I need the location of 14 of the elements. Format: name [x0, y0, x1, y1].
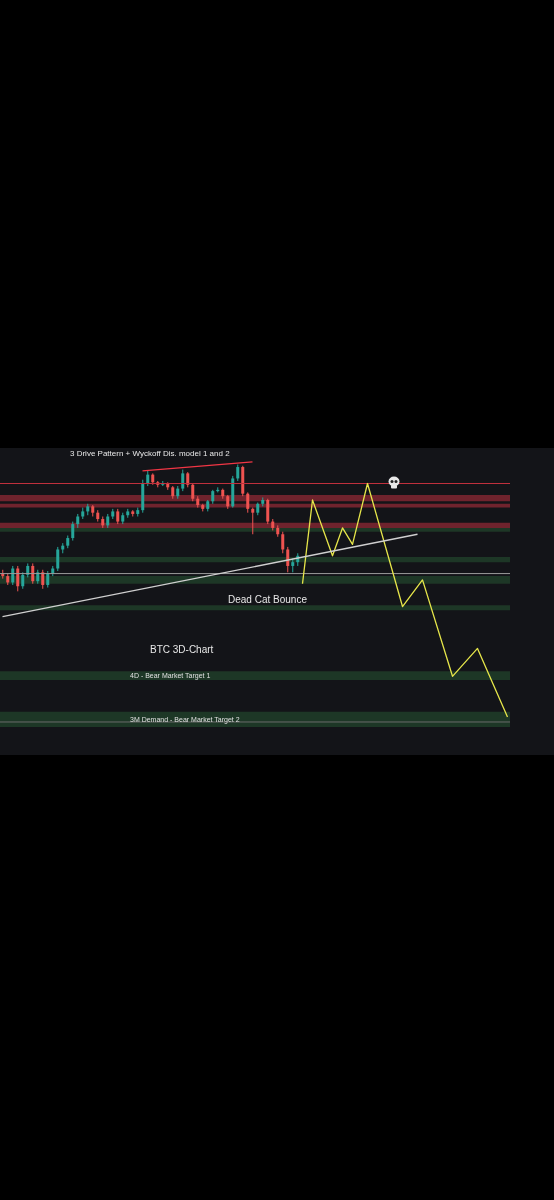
text: Dead Cat Bounce — [228, 594, 307, 605]
text: 3 Drive Pattern + Wyckoff Dis. model 1 and 2 — [70, 449, 230, 458]
candlestick — [31, 562, 35, 585]
candlestick — [41, 569, 45, 590]
candlestick — [16, 565, 20, 592]
candlestick — [56, 546, 60, 572]
text: BTC 3D-Chart — [150, 644, 214, 655]
candlestick — [71, 521, 75, 542]
candlestick — [251, 507, 255, 535]
candlestick — [286, 546, 290, 573]
candlestick — [281, 531, 285, 554]
candlestick — [266, 498, 270, 525]
candlestick — [246, 491, 250, 514]
candlestick — [11, 565, 15, 586]
